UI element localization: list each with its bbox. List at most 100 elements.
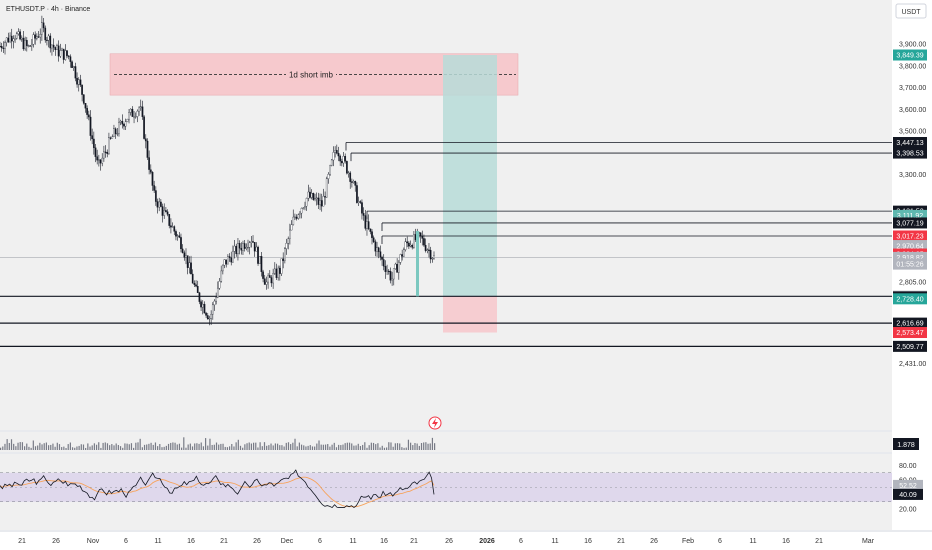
volume-bar bbox=[2, 446, 4, 450]
volume-bar bbox=[351, 443, 353, 450]
candle bbox=[98, 154, 100, 167]
price-badge-label: 2,970.64 bbox=[896, 244, 923, 251]
volume-bar bbox=[154, 442, 157, 450]
candle bbox=[340, 158, 343, 167]
volume-bar bbox=[314, 446, 316, 450]
candle bbox=[101, 153, 104, 167]
flash-icon[interactable] bbox=[428, 416, 442, 430]
candle bbox=[111, 134, 114, 139]
candle bbox=[255, 242, 258, 252]
candle bbox=[134, 112, 137, 119]
candle bbox=[337, 146, 340, 162]
volume-bar bbox=[355, 445, 357, 450]
time-axis-label: 21 bbox=[815, 538, 823, 545]
candle bbox=[129, 108, 132, 116]
candle bbox=[413, 231, 415, 249]
candle bbox=[312, 192, 315, 201]
price-badge-label: 3,077.19 bbox=[896, 220, 923, 227]
candle bbox=[290, 220, 293, 231]
volume-bar bbox=[322, 444, 324, 450]
price-badge-label: 3,849.39 bbox=[896, 53, 923, 60]
volume-bar bbox=[305, 446, 307, 450]
candle bbox=[364, 209, 367, 231]
candle bbox=[235, 243, 238, 257]
candle bbox=[314, 193, 316, 202]
candle bbox=[0, 41, 1, 48]
volume-bar bbox=[21, 442, 24, 450]
volume-bar bbox=[141, 447, 143, 450]
time-axis-label: 26 bbox=[253, 538, 261, 545]
volume-bar bbox=[412, 445, 414, 450]
time-axis-label: 21 bbox=[410, 538, 418, 545]
candle bbox=[351, 178, 353, 188]
currency-button[interactable] bbox=[895, 3, 927, 19]
candle bbox=[325, 176, 328, 198]
candle bbox=[233, 239, 236, 259]
drawing-zones[interactable]: 1d short imb bbox=[109, 53, 519, 333]
volume-bar bbox=[285, 442, 287, 450]
candle bbox=[186, 255, 189, 275]
volume-bar bbox=[281, 445, 283, 450]
candle bbox=[91, 128, 94, 145]
candle bbox=[227, 254, 229, 265]
price-badge-label: 2,509.77 bbox=[896, 344, 923, 351]
candle bbox=[294, 213, 296, 220]
candle bbox=[92, 131, 95, 155]
volume-bar bbox=[242, 447, 244, 450]
candle bbox=[245, 243, 248, 251]
volume-bar bbox=[220, 443, 222, 450]
candle bbox=[347, 170, 350, 178]
volume-bar bbox=[113, 445, 115, 450]
price-badge: 2,573.47 bbox=[893, 327, 927, 339]
price-badge-label: 3,017.23 bbox=[896, 234, 923, 241]
candle bbox=[148, 150, 150, 175]
horizontal-levels[interactable] bbox=[0, 142, 892, 347]
volume-bar bbox=[104, 442, 106, 450]
volume-bar bbox=[54, 446, 56, 450]
volume-bar bbox=[93, 443, 95, 450]
symbol-title[interactable]: ETHUSDT.P · 4h · Binance bbox=[6, 6, 90, 13]
volume-bar bbox=[82, 444, 85, 450]
rsi-badge-label: 40.09 bbox=[899, 492, 917, 499]
candle bbox=[151, 171, 154, 191]
price-badge: 3,111.92 bbox=[893, 209, 927, 221]
candle bbox=[108, 132, 110, 155]
candle bbox=[428, 242, 430, 258]
long-position-loss-zone[interactable] bbox=[443, 296, 497, 333]
time-axis-label: 2026 bbox=[479, 538, 495, 545]
candle bbox=[319, 193, 321, 211]
candle bbox=[310, 189, 313, 200]
candle bbox=[176, 234, 179, 241]
candle bbox=[41, 15, 43, 41]
volume-bar bbox=[19, 442, 21, 450]
volume-bar bbox=[56, 442, 58, 450]
candle bbox=[170, 218, 172, 234]
candle bbox=[263, 274, 266, 285]
long-position-profit-zone[interactable] bbox=[443, 55, 497, 297]
candle bbox=[9, 32, 11, 44]
price-badge: 3,849.39 bbox=[893, 49, 927, 61]
candle bbox=[205, 311, 207, 318]
candle bbox=[431, 257, 434, 263]
volume-bar bbox=[307, 445, 309, 450]
volume-bar bbox=[318, 440, 320, 450]
candle bbox=[304, 201, 306, 211]
candle bbox=[121, 114, 124, 129]
volume-bar bbox=[429, 443, 431, 450]
price-tick-label: 3,600.00 bbox=[899, 107, 926, 114]
time-axis-label: Feb bbox=[682, 538, 694, 545]
price-axis[interactable] bbox=[892, 0, 932, 550]
volume-bar bbox=[309, 445, 311, 450]
time-axis-label: 21 bbox=[18, 538, 26, 545]
volume-bar bbox=[209, 438, 211, 450]
volume-bar bbox=[399, 443, 401, 450]
candle bbox=[330, 158, 333, 167]
zone-label: 1d short imb bbox=[289, 70, 334, 79]
candle bbox=[334, 146, 336, 158]
volume-bar bbox=[353, 445, 355, 450]
volume-bar bbox=[6, 439, 8, 450]
time-axis[interactable]: 21 26 Nov 6 11 16 21 26 Dec 6 11 16 21 26 2026 6 11 16 21 2… bbox=[18, 538, 875, 545]
candle bbox=[215, 292, 218, 305]
candle bbox=[158, 197, 161, 212]
